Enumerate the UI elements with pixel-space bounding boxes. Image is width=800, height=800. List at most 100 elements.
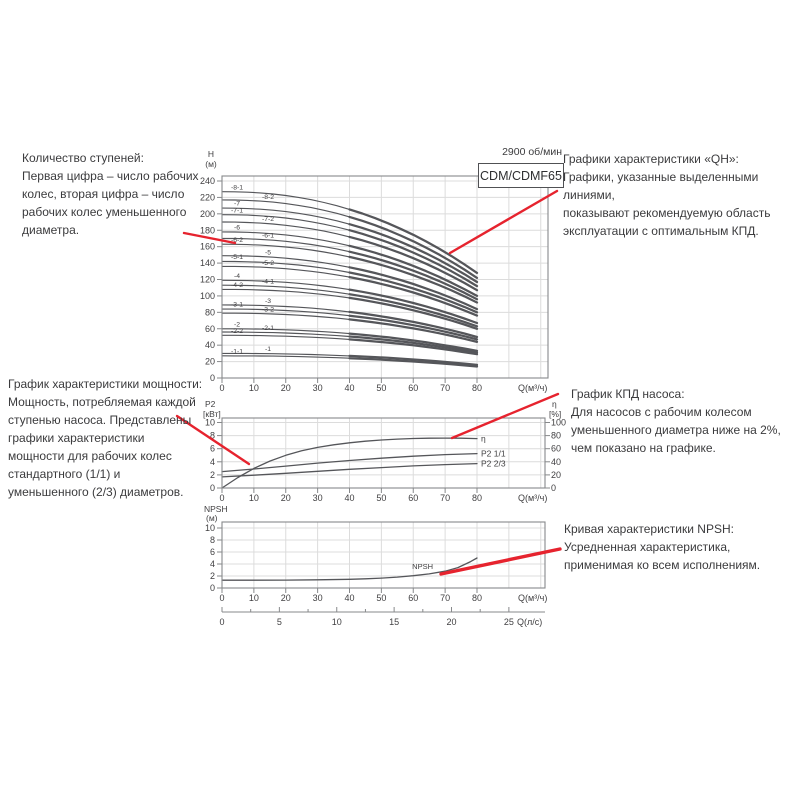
qh-curve-4 [221,279,351,291]
x-tick-label: 10 [249,383,259,393]
model-box: CDM/CDMF65 [478,163,564,188]
qh-curve-bold-3-1 [348,314,479,341]
qh-curve-1 [221,352,351,357]
qh-curve-bold-7-1 [348,229,479,288]
x-tick-label: 80 [472,593,482,603]
rpm-label: 2900 об/мин [502,146,562,158]
qh-chart: -8-1 -8-2 -7-7-1 -7-2 -6 -6-1 -6-2 -5 -5-1 -5-2 -4… [200,149,549,393]
x-tick-label: 50 [376,593,386,603]
pointer-power [175,414,251,466]
qh-curve-bold-2 [348,332,479,353]
qh-curve-7 [221,207,351,225]
curve-label-3-1: -3-1 [231,302,243,309]
annotation-efficiency-curve: График КПД насоса: Для насосов с рабочим… [571,387,781,455]
y-tick-label: 0 [210,483,215,493]
x2-tick-label: 15 [389,617,399,627]
qh-curve-bold-2-1 [348,335,479,354]
curve-label-5: -5 [265,249,271,256]
series-P2 1/1 [221,452,478,473]
y-tick-label: 8 [210,535,215,545]
y-tick-label: 0 [210,373,215,383]
qh-curve-bold-6-1 [348,250,479,301]
x-tick-label: 60 [408,493,418,503]
qh-curve-bold-3 [348,310,479,339]
curve-label-6-2: -6-2 [231,237,243,244]
y2-axis-title: [%] [549,409,561,419]
x-tick-label: 40 [344,493,354,503]
y-tick-label: 0 [210,583,215,593]
y2-tick-label: 40 [551,457,561,467]
curve-label-3: -3 [265,298,271,305]
qh-curve-bold-4-2 [348,296,479,330]
x-tick-label: 70 [440,593,450,603]
pointer-stage-count [182,231,237,245]
qh-curve-bold-1 [348,354,479,367]
annotation-power-curve: График характеристики мощности: Мощность… [8,377,203,499]
curve-label-8-2: -8-2 [262,194,274,201]
qh-curve-6-1 [221,237,351,253]
x-tick-label: 40 [344,593,354,603]
y-tick-label: 10 [205,523,215,533]
qh-curve-bold-1-1 [348,357,479,368]
series-NPSH [221,557,478,581]
x-axis-title: Q(м³/ч) [518,493,547,503]
x-axis-title: Q(м³/ч) [518,383,547,393]
y-axis-title: (м) [205,159,217,169]
x2-tick-label: 10 [332,617,342,627]
x-tick-label: 30 [313,493,323,503]
x-tick-label: 0 [219,493,224,503]
series-label-P2 2/3: P2 2/3 [481,459,506,469]
curve-label-7-2: -7-2 [262,216,274,223]
x2-tick-label: 5 [277,617,282,627]
qh-curve-bold-5-2 [348,275,479,317]
qh-curve-3-2 [221,312,351,320]
y-tick-label: 240 [200,176,215,186]
qh-curve-2-2 [221,334,351,340]
curve-label-2-1: -2-1 [262,325,274,332]
curve-label-6-1: -6-1 [262,232,274,239]
qh-curve-bold-4-1 [348,293,479,328]
x-tick-label: 80 [472,383,482,393]
curve-label-4: -4 [234,273,240,280]
npsh-plot-frame [221,521,546,589]
curve-label-2: -2 [234,321,240,328]
y-tick-label: 140 [200,258,215,268]
qh-curve-8-1 [221,191,351,210]
annotation-qh-curves: Графики характеристики «QH»: Графики, ук… [563,152,771,238]
y-tick-label: 20 [205,357,215,367]
y-tick-label: 4 [210,559,215,569]
y-axis-title: H [208,149,214,159]
qh-curve-bold-3-2 [348,318,479,344]
y-tick-label: 40 [205,340,215,350]
series-η [221,437,478,489]
model-label: CDM/CDMF65 [480,168,562,183]
x-tick-label: 20 [281,383,291,393]
curve-label-6: -6 [234,225,240,232]
x-tick-label: 50 [376,493,386,503]
y-tick-label: 10 [205,418,215,428]
x-tick-label: 20 [281,593,291,603]
y2-tick-label: 100 [551,418,566,428]
curve-label-7: -7 [234,201,240,208]
qh-curve-bold-5-1 [348,271,479,314]
curve-label-7-1: -7-1 [231,207,243,214]
qh-curve-bold-8-1 [348,208,479,275]
x-tick-label: 60 [408,593,418,603]
power-plot-frame [221,417,546,489]
y-axis-title: NPSH [204,504,228,514]
y-tick-label: 220 [200,192,215,202]
npsh-grid [222,522,545,588]
x-tick-label: 70 [440,493,450,503]
qh-curve-5-1 [221,260,351,274]
x-axis-title: Q(м³/ч) [518,593,547,603]
y2-tick-label: 80 [551,431,561,441]
curve-label-5-2: -5-2 [262,260,274,267]
x-tick-label: 10 [249,593,259,603]
x-tick-label: 0 [219,383,224,393]
qh-curve-5 [221,255,351,268]
curve-label-1-1: -1-1 [231,348,243,355]
x2-axis-title: Q(л/с) [517,617,542,627]
